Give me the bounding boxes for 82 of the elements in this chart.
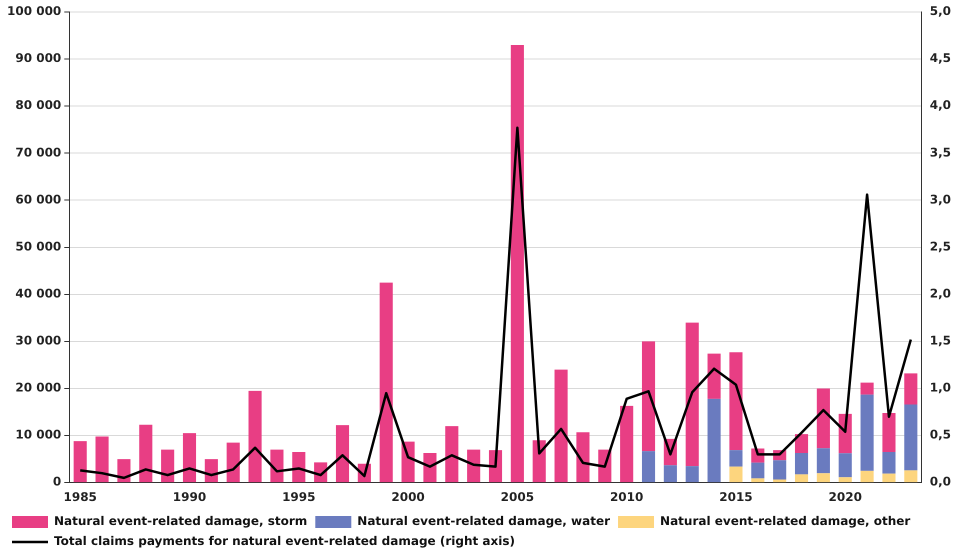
y-tick-label: 70 000: [15, 145, 62, 160]
bar: [816, 388, 830, 448]
bar: [882, 452, 896, 474]
y2-tick-label: 2,0: [930, 286, 952, 300]
y2-tick-label: 4,0: [930, 98, 952, 112]
bar: [794, 474, 808, 482]
legend-label: Total claims payments for natural event-related damage (right axis): [54, 534, 515, 548]
y-tick-label: 90 000: [15, 51, 62, 66]
bar: [882, 412, 896, 452]
bar: [664, 465, 677, 482]
bar: [729, 352, 743, 450]
bar: [708, 398, 721, 482]
bar: [686, 466, 699, 482]
bar: [445, 426, 458, 482]
bar: [816, 473, 830, 482]
bar: [794, 452, 808, 474]
bar: [816, 448, 830, 474]
bar: [904, 373, 918, 404]
y-tick-label: 80 000: [15, 98, 62, 112]
y2-tick-label: 4,5: [930, 51, 952, 66]
y-tick-label: 40 000: [15, 286, 62, 300]
bar: [838, 477, 852, 482]
bar: [226, 442, 240, 482]
x-tick-label: 2000: [391, 490, 425, 504]
bar: [838, 453, 852, 478]
legend-label: Natural event-related damage, other: [660, 514, 910, 528]
y2-tick-label: 3,0: [930, 192, 952, 206]
bar: [74, 441, 87, 482]
y2-tick-label: 1,0: [930, 380, 952, 395]
bar: [882, 474, 896, 482]
bar: [576, 432, 590, 482]
y-tick-label: 30 000: [15, 334, 62, 348]
bar: [292, 452, 306, 482]
y-tick-label: 10 000: [15, 428, 62, 442]
bar: [729, 466, 743, 482]
bar: [904, 470, 918, 482]
bar: [248, 390, 262, 482]
y2-tick-label: 1,5: [930, 334, 952, 348]
bar: [860, 394, 874, 471]
bar: [554, 370, 568, 482]
bar: [620, 406, 634, 482]
bar: [751, 478, 764, 482]
bar: [642, 341, 656, 452]
bar: [773, 480, 786, 482]
x-tick-label: 2005: [500, 490, 534, 504]
bar: [642, 451, 656, 482]
bar: [336, 425, 350, 482]
bar: [751, 462, 764, 478]
x-tick-label: 1995: [282, 490, 316, 504]
bar: [380, 282, 393, 482]
y2-tick-label: 0,5: [930, 428, 952, 442]
bar: [510, 44, 524, 482]
y-tick-label: 50 000: [15, 239, 62, 254]
x-tick-label: 2010: [610, 490, 644, 504]
bar: [467, 450, 480, 482]
y2-tick-label: 2,5: [930, 239, 952, 254]
bar: [686, 322, 699, 466]
y2-tick-label: 0,0: [930, 474, 952, 489]
legend-label: Natural event-related damage, water: [357, 514, 610, 528]
x-tick-label: 2020: [828, 490, 862, 504]
y-tick-label: 20 000: [15, 380, 62, 395]
legend-label: Natural event-related damage, storm: [54, 514, 308, 528]
bar: [139, 424, 152, 482]
bar: [708, 354, 721, 399]
y2-tick-label: 5,0: [930, 4, 952, 18]
bar: [729, 450, 743, 467]
bar: [773, 460, 786, 480]
bar: [182, 433, 196, 482]
bar: [532, 440, 546, 482]
x-tick-label: 2015: [719, 490, 753, 504]
y2-tick-label: 3,5: [930, 145, 952, 160]
bar: [794, 434, 808, 453]
bar: [161, 450, 174, 482]
bar: [860, 470, 874, 482]
bar: [96, 436, 109, 482]
bar: [860, 382, 874, 395]
y-tick-label: 60 000: [15, 192, 62, 206]
x-tick-label: 1990: [172, 490, 206, 504]
bar: [904, 404, 918, 470]
x-tick-label: 1985: [64, 490, 97, 504]
y-tick-label: 100 000: [6, 4, 62, 18]
y-tick-label: 0: [52, 474, 62, 489]
